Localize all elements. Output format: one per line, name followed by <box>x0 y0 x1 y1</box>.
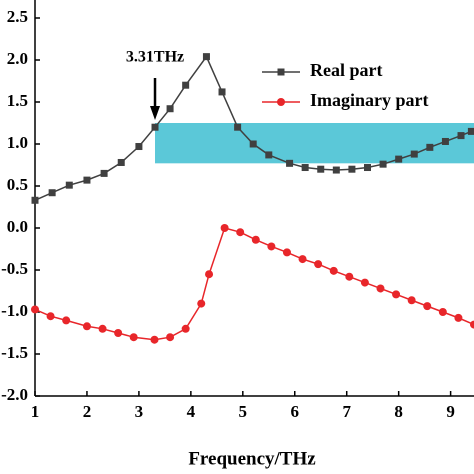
marker <box>166 105 174 113</box>
x-tick-label: 7 <box>342 402 351 421</box>
marker <box>98 324 107 333</box>
marker <box>286 159 294 167</box>
marker <box>345 272 354 281</box>
marker <box>31 196 39 204</box>
marker <box>407 296 416 305</box>
legend-marker <box>277 98 285 106</box>
marker <box>363 164 371 172</box>
marker <box>348 165 356 173</box>
marker <box>329 266 338 275</box>
x-tick-label: 8 <box>394 402 403 421</box>
marker <box>376 284 385 293</box>
marker <box>454 313 463 322</box>
series-line <box>34 55 472 201</box>
x-tick-label: 9 <box>446 402 455 421</box>
marker <box>360 278 369 287</box>
x-tick-label: 5 <box>239 402 248 421</box>
marker <box>117 158 125 166</box>
marker <box>251 235 260 244</box>
marker <box>392 290 401 299</box>
marker <box>282 248 291 257</box>
marker <box>166 333 175 342</box>
marker <box>441 137 449 145</box>
marker <box>438 308 447 316</box>
marker <box>205 270 214 279</box>
marker <box>202 53 210 61</box>
marker <box>197 299 206 308</box>
marker <box>83 176 91 184</box>
marker <box>457 132 465 140</box>
marker <box>426 143 434 151</box>
marker <box>265 151 273 159</box>
legend-label: Real part <box>310 60 382 80</box>
marker <box>31 305 39 314</box>
marker <box>317 165 325 173</box>
marker <box>135 143 143 151</box>
highlight-band <box>155 123 474 164</box>
marker <box>48 189 56 197</box>
marker <box>249 140 257 148</box>
annotation-arrowhead <box>150 106 161 120</box>
marker <box>100 169 108 177</box>
marker <box>410 150 418 158</box>
marker <box>267 242 276 251</box>
y-tick-label: -1.5 <box>1 343 28 362</box>
x-tick-label: 4 <box>187 402 196 421</box>
marker <box>129 333 138 342</box>
marker <box>236 228 245 237</box>
marker <box>82 322 91 331</box>
marker <box>150 335 159 344</box>
y-tick-label: -2.0 <box>1 385 28 404</box>
marker <box>65 181 73 189</box>
marker <box>182 81 190 89</box>
marker <box>220 224 229 232</box>
y-tick-label: 1.0 <box>7 133 28 152</box>
annotation: 3.31THz <box>126 49 184 66</box>
legend-label: Imaginary part <box>310 90 429 110</box>
marker <box>470 320 474 329</box>
x-tick-label: 1 <box>31 402 40 421</box>
marker <box>467 127 474 135</box>
marker <box>395 155 403 163</box>
legend-marker <box>277 68 285 76</box>
marker <box>218 88 226 96</box>
y-tick-label: -0.5 <box>1 259 28 278</box>
marker <box>234 123 242 131</box>
marker <box>332 166 340 174</box>
y-tick-label: 2.5 <box>7 7 28 26</box>
marker <box>379 160 387 168</box>
y-tick-label: 2.0 <box>7 49 28 68</box>
marker <box>114 329 123 337</box>
x-tick-label: 3 <box>135 402 144 421</box>
marker <box>314 260 323 269</box>
marker <box>298 255 307 264</box>
y-tick-label: 1.5 <box>7 91 28 110</box>
y-tick-label: -1.0 <box>1 301 28 320</box>
y-tick-label: 0.0 <box>7 217 28 236</box>
marker <box>62 316 71 325</box>
marker <box>181 324 190 333</box>
marker <box>301 164 309 172</box>
series-line <box>34 227 474 341</box>
x-axis-label: Frequency/THz <box>188 448 316 469</box>
y-tick-label: 0.5 <box>7 175 28 194</box>
marker <box>46 312 55 321</box>
marker <box>423 302 432 311</box>
marker <box>151 123 159 131</box>
x-tick-label: 2 <box>83 402 92 421</box>
x-tick-label: 6 <box>291 402 300 421</box>
